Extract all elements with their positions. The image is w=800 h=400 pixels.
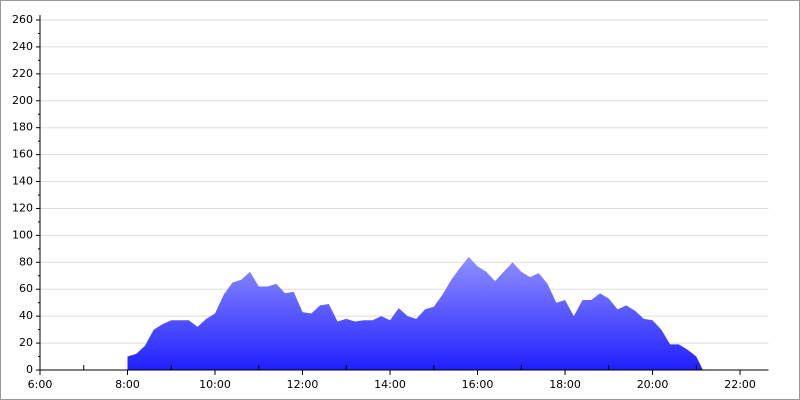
y-tick-label: 240: [12, 40, 33, 53]
y-tick-label: 40: [19, 309, 33, 322]
x-tick-label: 22:00: [724, 378, 756, 391]
y-tick-label: 60: [19, 282, 33, 295]
x-tick-label: 10:00: [199, 378, 231, 391]
x-tick-label: 20:00: [637, 378, 669, 391]
y-tick-label: 200: [12, 94, 33, 107]
y-tick-label: 160: [12, 148, 33, 161]
y-tick-label: 260: [12, 13, 33, 26]
y-tick-label: 180: [12, 121, 33, 134]
x-tick-label: 8:00: [115, 378, 140, 391]
x-tick-label: 14:00: [374, 378, 406, 391]
y-tick-label: 100: [12, 228, 33, 241]
x-tick-label: 12:00: [287, 378, 319, 391]
y-tick-label: 80: [19, 255, 33, 268]
x-tick-label: 16:00: [462, 378, 494, 391]
x-tick-label: 18:00: [549, 378, 581, 391]
y-tick-label: 0: [26, 363, 33, 376]
x-tick-label: 6:00: [28, 378, 53, 391]
y-tick-label: 120: [12, 201, 33, 214]
y-tick-label: 140: [12, 175, 33, 188]
y-tick-label: 20: [19, 336, 33, 349]
area: [127, 256, 703, 370]
y-tick-label: 220: [12, 67, 33, 80]
